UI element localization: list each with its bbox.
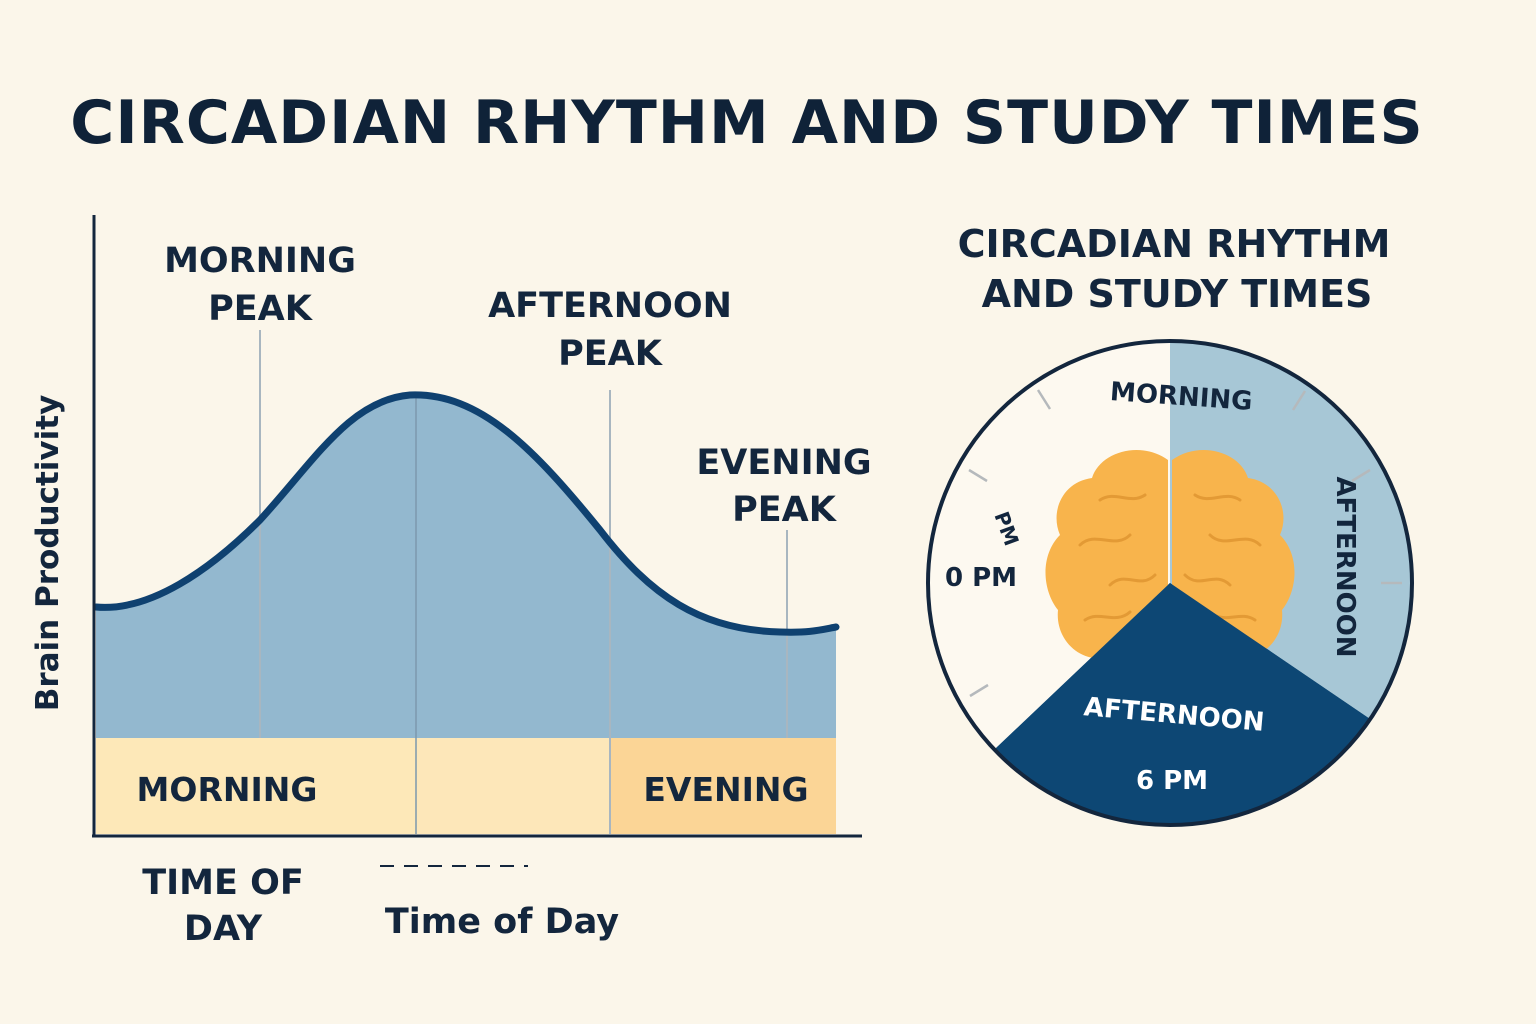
afternoon-peak-label-line1: AFTERNOON — [488, 286, 732, 326]
band-morning-label: MORNING — [137, 770, 318, 809]
clock-sector-dark-overlay — [995, 583, 1370, 825]
band-morning — [96, 738, 416, 834]
clock-diagram: CIRCADIAN RHYTHM AND STUDY TIMES — [926, 222, 1414, 827]
productivity-curve — [92, 391, 840, 636]
productivity-chart: Brain Productivity MORNING PEAK AFTERNOO… — [30, 215, 872, 949]
page-title: CIRCADIAN RHYTHM AND STUDY TIMES — [70, 88, 1424, 158]
brain-icon — [1045, 449, 1295, 667]
clock-title-line1: CIRCADIAN RHYTHM — [958, 222, 1391, 266]
productivity-area — [96, 394, 836, 738]
clock-rim — [926, 339, 1414, 827]
clock-label-right: AFTERNOON — [1330, 476, 1360, 657]
evening-peak-label-line1: EVENING — [696, 443, 871, 483]
y-axis-label: Brain Productivity — [30, 395, 66, 712]
morning-peak-label-line2: PEAK — [208, 289, 314, 329]
evening-peak-label-line2: PEAK — [732, 490, 838, 530]
clock-label-bottom: 6 PM — [1136, 766, 1208, 796]
morning-peak-label-line1: MORNING — [164, 241, 356, 281]
band-evening-label: EVENING — [643, 770, 808, 809]
time-of-day-stacked-line1: TIME OF — [142, 863, 303, 903]
clock-title-line2: AND STUDY TIMES — [982, 272, 1373, 316]
time-of-day-label: Time of Day — [385, 902, 619, 942]
clock-label-left: 0 PM — [945, 563, 1017, 593]
band-evening — [610, 738, 836, 834]
time-of-day-stacked-line2: DAY — [184, 909, 263, 949]
band-midday — [416, 738, 610, 834]
afternoon-peak-label-line2: PEAK — [558, 334, 664, 374]
clock-sector-light — [1170, 341, 1412, 719]
